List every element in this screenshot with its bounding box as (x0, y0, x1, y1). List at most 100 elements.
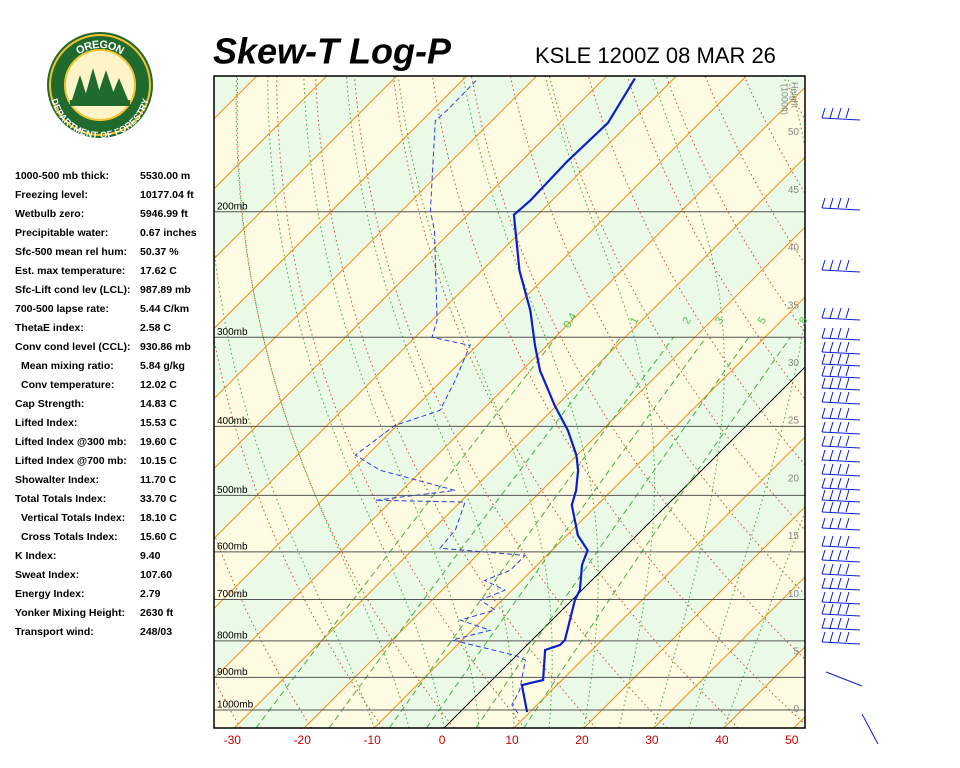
barb-staff (821, 601, 861, 605)
barb-feather (837, 377, 842, 389)
barb-feather (845, 353, 850, 365)
stat-label: Wetbulb zero: (15, 208, 84, 220)
barb-feather (845, 259, 850, 271)
barb-feather (837, 341, 842, 353)
y2-tick-label: 35 (788, 300, 800, 311)
stat-label: K Index: (15, 550, 56, 562)
barb-staff (821, 317, 861, 321)
barb-feather (829, 631, 834, 643)
barb-feather (821, 477, 826, 489)
x-tick-label: 50 (785, 733, 799, 747)
stat-label: Lifted Index @300 mb: (15, 436, 127, 448)
barb-feather (845, 631, 850, 643)
barb-feather (837, 489, 842, 501)
barb-feather (837, 549, 842, 561)
stat-value: 2630 ft (140, 607, 174, 619)
x-tick-label: -30 (224, 733, 242, 747)
barb-staff (821, 587, 861, 591)
barb-feather (829, 577, 834, 589)
barb-feather (821, 489, 826, 501)
isotherm (214, 86, 805, 680)
barb-feather (829, 307, 834, 319)
barb-feather (821, 341, 826, 353)
stat-label: 700-500 lapse rate: (15, 303, 109, 315)
barb-feather (821, 631, 826, 643)
y-tick-label: 200mb (217, 201, 248, 212)
barb-feather (829, 259, 834, 271)
barb-feather (821, 353, 826, 365)
x-tick-label: 10 (505, 733, 519, 747)
dewpoint-line (354, 78, 527, 714)
barb-feather (845, 501, 850, 513)
mixing-ratio-line (328, 336, 622, 728)
stat-label: Est. max temperature: (15, 265, 125, 277)
stat-label: Mean mixing ratio: (21, 360, 114, 372)
stat-value: 2.58 C (140, 322, 171, 334)
barb-feather (837, 603, 842, 615)
barb-feather (837, 307, 842, 319)
stat-value: 12.02 C (140, 379, 177, 391)
y-tick-label: 600mb (217, 541, 248, 552)
barb-feather (845, 307, 850, 319)
stats-panel: 1000-500 mb thick: 5530.00 m Freezing leve… (15, 170, 197, 638)
isotherm (513, 436, 805, 728)
moist-adiabat (235, 76, 410, 728)
barb-feather (829, 327, 834, 339)
isotherm (233, 156, 805, 728)
barb-feather (829, 517, 834, 529)
y2-tick-label: 50 (788, 127, 800, 138)
barb-staff (821, 499, 861, 503)
logo-top-path: OREGON (74, 39, 126, 58)
barb-feather (837, 259, 842, 271)
dry-adiabat (509, 76, 805, 596)
barb-feather (829, 107, 834, 119)
barb-staff (821, 559, 861, 563)
barb-staff (821, 431, 861, 435)
barb-feather (821, 327, 826, 339)
barb-feather (821, 535, 826, 547)
y-tick-label: 500mb (217, 485, 248, 496)
stat-label: Lifted Index: (15, 417, 77, 429)
barb-feather (845, 477, 850, 489)
barb-feather (845, 377, 850, 389)
stat-value: 5.84 g/kg (140, 360, 185, 372)
barb-feather (837, 535, 842, 547)
barb-feather (837, 517, 842, 529)
stat-value: 930.86 mb (140, 341, 191, 353)
stat-value: 5946.99 ft (140, 208, 188, 220)
stat-value: 987.89 mb (140, 284, 191, 296)
stat-value: 11.70 C (140, 474, 177, 486)
barb-feather (837, 463, 842, 475)
stat-value: 107.60 (140, 569, 172, 581)
y2-tick-label: 40 (788, 243, 800, 254)
barb-feather (821, 501, 826, 513)
barb-feather (821, 421, 826, 433)
stat-value: 0.67 inches (140, 227, 197, 239)
stat-label: Conv cond level (CCL): (15, 341, 131, 353)
barb-feather (845, 549, 850, 561)
barb-feather (821, 549, 826, 561)
stat-label: Energy Index: (15, 588, 84, 600)
barb-feather (845, 591, 850, 603)
barb-feather (845, 421, 850, 433)
moist-adiabat (651, 76, 725, 728)
logo-ground (70, 100, 130, 106)
barb-staff (821, 511, 861, 515)
barb-feather (837, 407, 842, 419)
logo: OREGON DEPARTMENT OF FORESTRY (47, 32, 153, 140)
dry-adiabat (470, 76, 805, 660)
y2-axis-label: Height (790, 82, 800, 109)
barb-staff (821, 545, 861, 549)
y2-tick-label: 10 (788, 589, 800, 600)
y2-tick-label: 0 (793, 704, 799, 715)
barb-feather (837, 501, 842, 513)
y2-tick-label: 20 (788, 473, 800, 484)
stat-label: Sweat Index: (15, 569, 79, 581)
dry-adiabat (431, 76, 805, 725)
y-tick-label: 1000mb (217, 700, 254, 711)
barb-staff (821, 351, 861, 355)
mixing-ratio-line (255, 336, 557, 728)
barb-feather (837, 327, 842, 339)
isotherm (214, 76, 398, 260)
barb-feather (837, 107, 842, 119)
